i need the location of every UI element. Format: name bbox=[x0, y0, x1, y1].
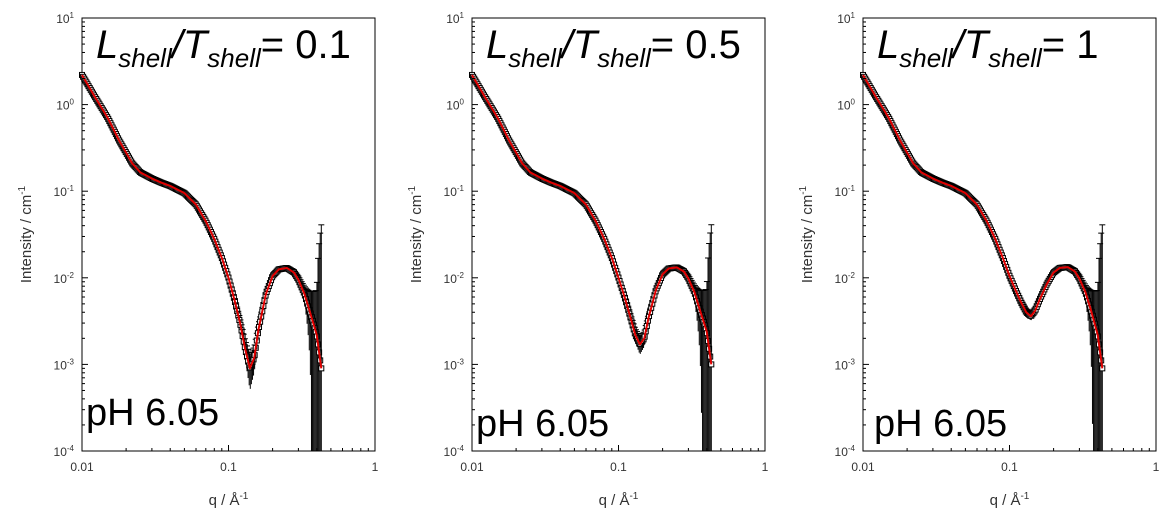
data-layer bbox=[469, 71, 715, 451]
plot-frame bbox=[81, 17, 376, 452]
y-tick-label: 101 bbox=[446, 11, 464, 26]
y-tick-label: 101 bbox=[837, 11, 855, 26]
x-tick-label: 0.01 bbox=[851, 460, 875, 474]
chart-title: Lshell/Tshell= 0.5 bbox=[486, 23, 741, 73]
fit-line bbox=[81, 74, 323, 370]
chart-title: Lshell/Tshell= 1 bbox=[877, 23, 1098, 73]
y-tick-label: 10-2 bbox=[54, 271, 75, 286]
x-axis-label: q / Å-1 bbox=[209, 491, 249, 509]
fit-line bbox=[471, 74, 713, 365]
x-tick-label: 1 bbox=[1153, 460, 1160, 474]
y-tick-label: 101 bbox=[56, 11, 74, 26]
y-tick-label: 10-2 bbox=[835, 271, 856, 286]
y-tick-label: 10-1 bbox=[835, 184, 856, 199]
chart-panel-1: 0.01 0.1 1 10-4 10-3 10-2 10-1 100 101 q… bbox=[17, 11, 379, 509]
chart-panel-2: 0.01 0.1 1 10-4 10-3 10-2 10-1 100 101 q… bbox=[407, 11, 769, 509]
x-axis-label: q / Å-1 bbox=[599, 491, 639, 509]
y-tick-label: 10-3 bbox=[54, 357, 75, 372]
x-tick-label: 1 bbox=[762, 460, 769, 474]
y-tick-label: 10-1 bbox=[54, 184, 75, 199]
y-tick-label: 10-4 bbox=[54, 444, 75, 459]
plot-frame bbox=[471, 17, 766, 452]
y-tick-label: 100 bbox=[446, 98, 464, 113]
y-axis-label: Intensity / cm-1 bbox=[407, 185, 425, 283]
y-tick-label: 10-3 bbox=[835, 357, 856, 372]
x-tick-label: 1 bbox=[372, 460, 379, 474]
ph-annotation: pH 6.05 bbox=[476, 403, 609, 445]
axis-ticks bbox=[81, 21, 376, 452]
y-tick-label: 100 bbox=[56, 98, 74, 113]
axis-ticks bbox=[862, 21, 1157, 452]
x-axis-label: q / Å-1 bbox=[990, 491, 1030, 509]
y-tick-label: 10-4 bbox=[835, 444, 856, 459]
fit-line bbox=[862, 74, 1104, 369]
y-tick-label: 100 bbox=[837, 98, 855, 113]
axis-ticks bbox=[471, 21, 766, 452]
y-tick-label: 10-1 bbox=[444, 184, 465, 199]
chart-title: Lshell/Tshell= 0.1 bbox=[96, 23, 351, 73]
data-layer bbox=[79, 71, 325, 451]
chart-panel-3: 0.01 0.1 1 10-4 10-3 10-2 10-1 100 101 q… bbox=[798, 11, 1160, 509]
y-axis-label: Intensity / cm-1 bbox=[798, 185, 816, 283]
y-axis-label: Intensity / cm-1 bbox=[17, 185, 35, 283]
ph-annotation: pH 6.05 bbox=[86, 392, 219, 434]
ph-annotation: pH 6.05 bbox=[874, 403, 1007, 445]
x-tick-label: 0.1 bbox=[610, 460, 627, 474]
x-tick-label: 0.01 bbox=[70, 460, 94, 474]
x-tick-label: 0.1 bbox=[220, 460, 237, 474]
y-tick-label: 10-3 bbox=[444, 357, 465, 372]
x-tick-label: 0.1 bbox=[1001, 460, 1018, 474]
data-layer bbox=[860, 71, 1106, 451]
y-tick-label: 10-2 bbox=[444, 271, 465, 286]
y-tick-label: 10-4 bbox=[444, 444, 465, 459]
x-tick-label: 0.01 bbox=[460, 460, 484, 474]
plot-frame bbox=[862, 17, 1157, 452]
